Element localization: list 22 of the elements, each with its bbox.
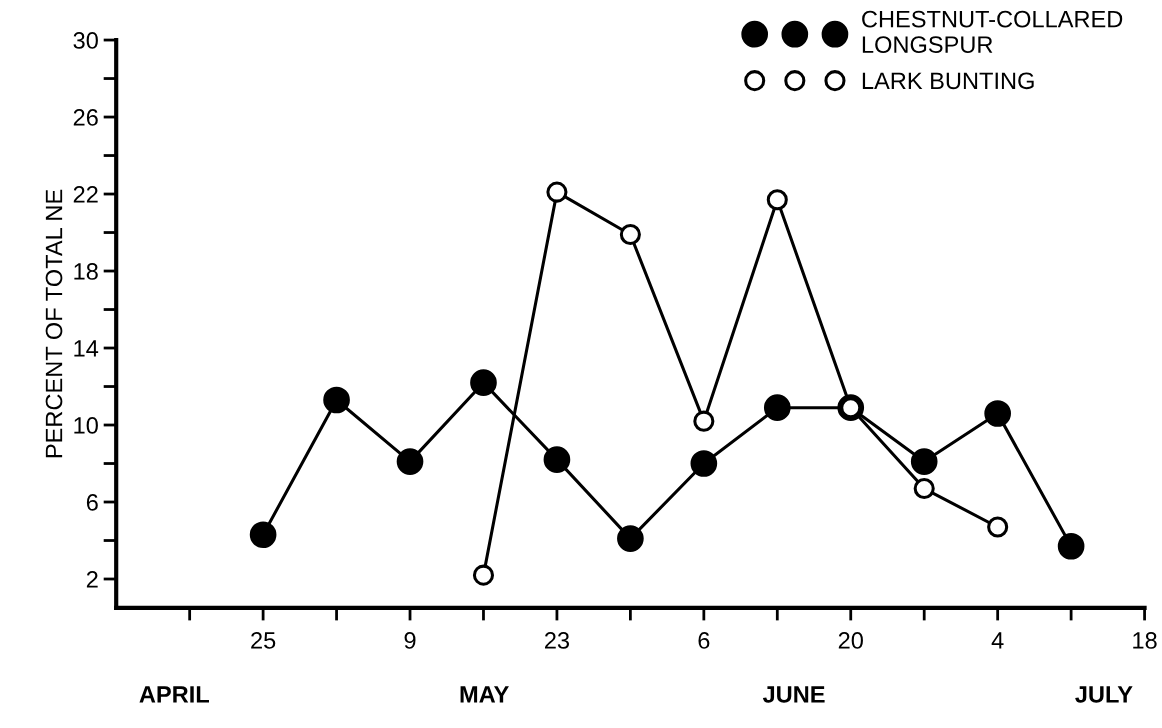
x-tick-label: 25: [251, 632, 276, 649]
y-axis-title: PERCENT OF TOTAL NE: [45, 189, 63, 458]
legend-label: CHESTNUT-COLLARED LONGSPUR: [862, 10, 1123, 53]
x-tick-label: 9: [404, 632, 416, 649]
text: JULY: [1075, 686, 1133, 703]
x-tick-label: 20: [838, 632, 863, 649]
x-tick-label: 18: [1133, 632, 1157, 649]
y-tick-label: 30: [73, 32, 98, 49]
text: JUNE: [762, 686, 825, 703]
y-tick-label: 26: [73, 109, 98, 126]
y-tick-label: 6: [86, 494, 98, 511]
y-tick-label: 10: [74, 417, 98, 434]
y-tick-label: 14: [74, 340, 99, 357]
y-tick-label: 22: [73, 186, 98, 203]
x-tick-label: 4: [991, 632, 1004, 649]
text: APRIL: [139, 686, 209, 703]
y-tick-label: 2: [86, 571, 98, 588]
text: MAY: [460, 686, 509, 703]
legend-label: LARK BUNTING: [862, 72, 1034, 90]
y-tick-label: 18: [74, 263, 98, 280]
x-tick-label: 23: [544, 632, 570, 649]
x-tick-label: 6: [698, 632, 710, 649]
